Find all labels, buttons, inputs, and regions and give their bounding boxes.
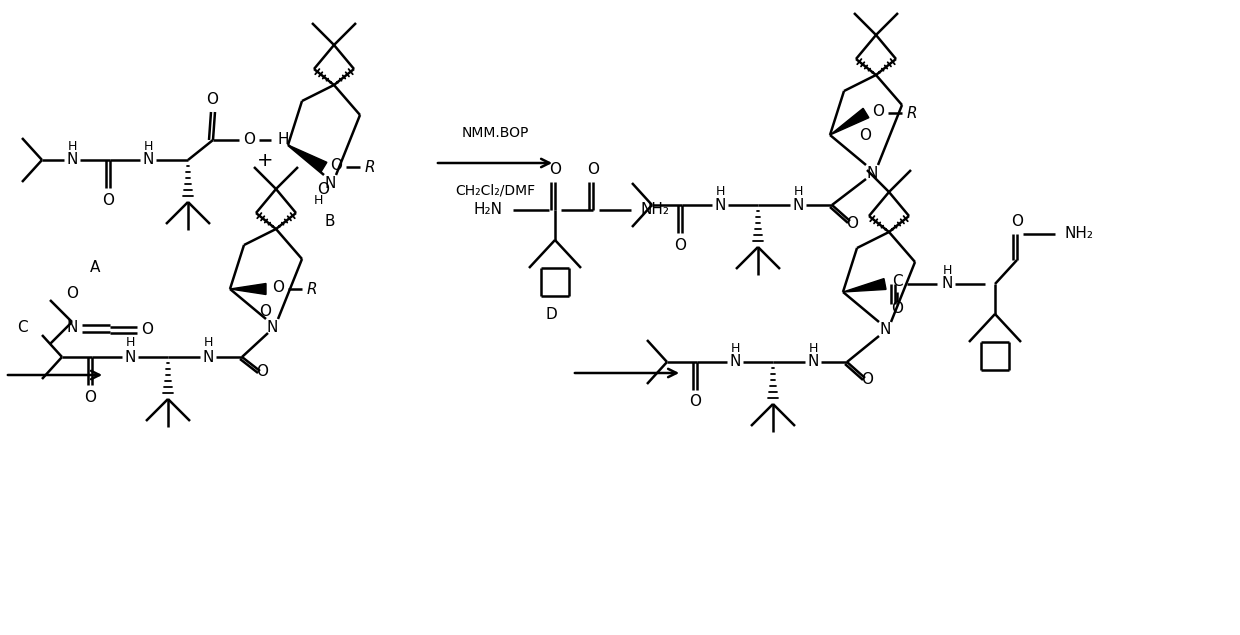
Text: H: H: [144, 140, 153, 152]
Text: O: O: [861, 373, 873, 387]
Text: R: R: [306, 281, 317, 297]
Polygon shape: [830, 109, 869, 135]
Text: N: N: [792, 197, 804, 213]
Text: N: N: [267, 319, 278, 335]
Text: C: C: [16, 319, 27, 335]
Text: O: O: [141, 321, 153, 337]
Text: N: N: [867, 166, 878, 180]
Text: H: H: [314, 194, 322, 208]
Text: H: H: [715, 185, 724, 197]
Text: O: O: [317, 182, 329, 196]
Text: +: +: [257, 150, 273, 170]
Text: B: B: [325, 213, 335, 229]
Text: O: O: [243, 133, 255, 147]
Text: R: R: [906, 105, 918, 121]
Polygon shape: [288, 145, 327, 171]
Text: D: D: [546, 307, 557, 321]
Text: N: N: [729, 354, 740, 370]
Text: H: H: [125, 337, 135, 349]
Text: R: R: [365, 159, 376, 175]
Text: H: H: [67, 140, 77, 152]
Text: H: H: [278, 133, 289, 147]
Text: N: N: [325, 175, 336, 190]
Text: O: O: [892, 300, 903, 316]
Text: NMM.BOP: NMM.BOP: [461, 126, 528, 140]
Text: H: H: [203, 337, 213, 349]
Text: O: O: [259, 304, 272, 319]
Text: N: N: [941, 276, 952, 291]
Text: H: H: [942, 264, 951, 276]
Text: O: O: [859, 128, 870, 142]
Text: O: O: [272, 279, 284, 295]
Text: N: N: [202, 349, 213, 364]
Text: O: O: [255, 364, 268, 380]
Text: N: N: [66, 152, 78, 168]
Text: O: O: [689, 394, 701, 410]
Text: O: O: [1011, 215, 1023, 229]
Polygon shape: [229, 283, 267, 295]
Text: N: N: [124, 349, 135, 364]
Text: H: H: [808, 342, 817, 354]
Text: N: N: [66, 319, 78, 335]
Text: C: C: [892, 274, 903, 290]
Text: A: A: [89, 260, 100, 276]
Text: H: H: [730, 342, 740, 354]
Text: N: N: [807, 354, 818, 370]
Text: O: O: [206, 93, 218, 107]
Text: O: O: [66, 286, 78, 302]
Text: O: O: [675, 237, 686, 253]
Text: CH₂Cl₂/DMF: CH₂Cl₂/DMF: [455, 183, 536, 197]
Polygon shape: [843, 279, 887, 292]
Text: NH₂: NH₂: [1065, 227, 1094, 241]
Text: O: O: [84, 389, 95, 404]
Text: O: O: [872, 104, 884, 119]
Text: N: N: [143, 152, 154, 168]
Text: H₂N: H₂N: [474, 203, 503, 218]
Text: NH₂: NH₂: [641, 203, 670, 218]
Text: N: N: [879, 323, 890, 337]
Text: O: O: [102, 192, 114, 208]
Text: O: O: [846, 215, 858, 231]
Text: O: O: [549, 163, 560, 178]
Text: O: O: [587, 163, 599, 178]
Text: N: N: [714, 197, 725, 213]
Text: O: O: [330, 157, 342, 173]
Text: H: H: [794, 185, 802, 197]
